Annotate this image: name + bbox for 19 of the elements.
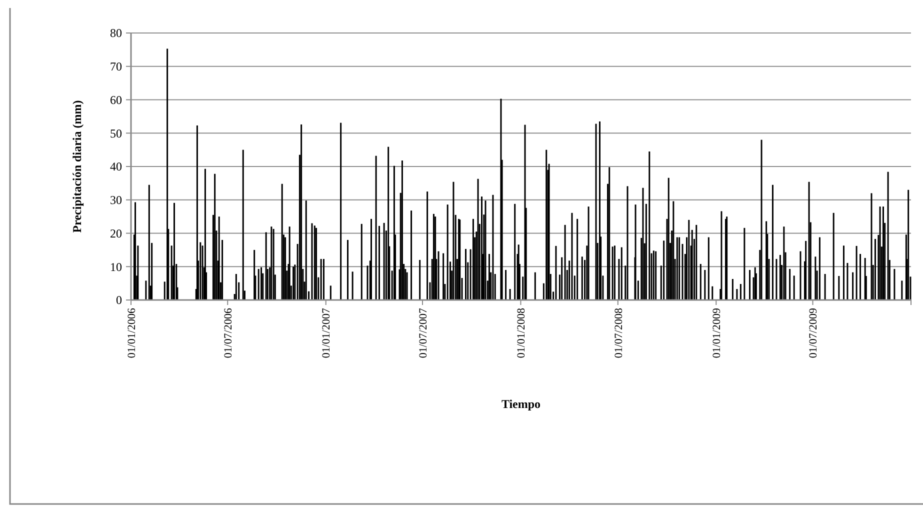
y-tick-label: 60 <box>110 92 122 107</box>
y-tick-label: 80 <box>110 26 122 40</box>
x-tick-label: 01/07/2009 <box>808 308 820 358</box>
y-tick-label: 0 <box>116 293 122 308</box>
x-tick-label: 01/07/2008 <box>612 308 625 358</box>
y-tick-label: 70 <box>110 60 122 74</box>
y-tick-label: 40 <box>110 160 122 174</box>
x-axis-title: Tiempo <box>501 397 541 411</box>
y-tick-label: 20 <box>110 226 122 240</box>
x-tick-label: 01/07/2006 <box>222 308 234 358</box>
x-tick-label: 01/01/2009 <box>710 308 723 358</box>
y-tick-label: 30 <box>110 193 122 208</box>
x-tick-label: 01/01/2008 <box>516 308 528 358</box>
x-tick-label: 01/01/2006 <box>126 308 138 358</box>
x-tick-label: 01/01/2007 <box>320 308 333 358</box>
y-tick-label: 10 <box>110 260 122 274</box>
y-axis-title: Precipitación diaria (mm) <box>70 100 84 233</box>
y-tick-label: 50 <box>110 126 122 140</box>
x-tick-label: 01/07/2007 <box>417 308 430 358</box>
